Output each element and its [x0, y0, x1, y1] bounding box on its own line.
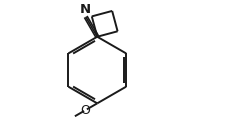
Text: N: N	[79, 3, 91, 16]
Text: O: O	[80, 104, 90, 117]
